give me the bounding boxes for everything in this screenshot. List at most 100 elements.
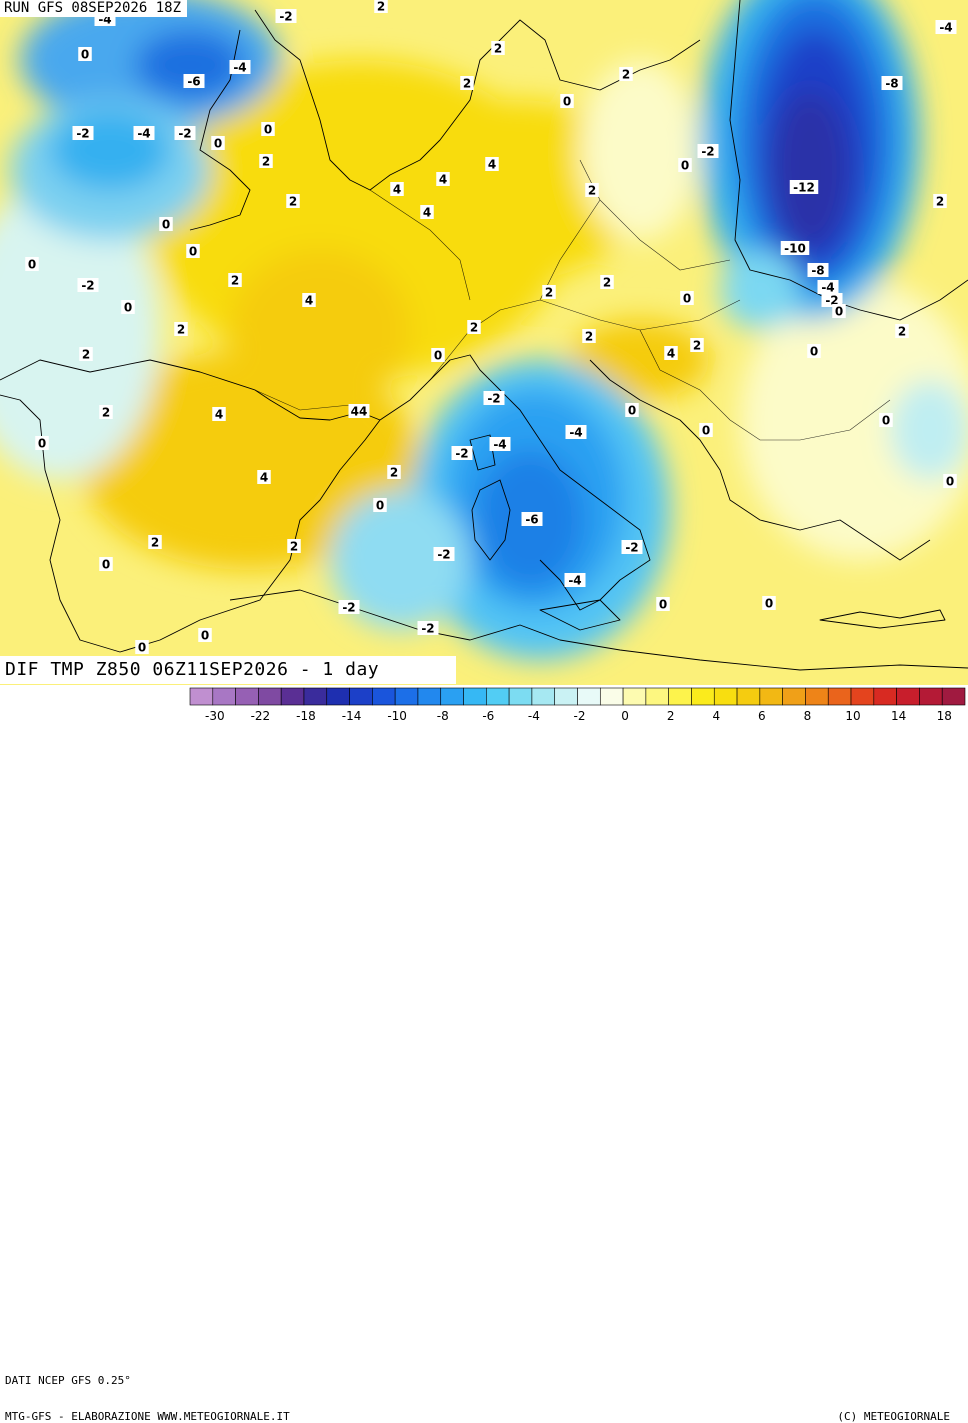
legend-swatch bbox=[668, 687, 692, 706]
credit-left: MTG-GFS - ELABORAZIONE WWW.METEOGIORNALE… bbox=[5, 1410, 290, 1423]
legend-tick: 10 bbox=[845, 709, 860, 723]
legend-tick: -18 bbox=[296, 709, 316, 723]
svg-text:0: 0 bbox=[681, 159, 689, 173]
svg-text:0: 0 bbox=[124, 301, 132, 315]
svg-text:2: 2 bbox=[603, 276, 611, 290]
contour-label: 0 bbox=[25, 257, 39, 272]
contour-label: 2 bbox=[467, 320, 481, 335]
contour-label: -8 bbox=[807, 263, 829, 278]
svg-text:2: 2 bbox=[289, 195, 297, 209]
svg-text:-2: -2 bbox=[701, 145, 714, 159]
svg-text:2: 2 bbox=[588, 184, 596, 198]
svg-text:2: 2 bbox=[377, 0, 385, 14]
legend-swatch bbox=[349, 687, 373, 706]
contour-label: -6 bbox=[521, 512, 543, 527]
contour-label: 0 bbox=[99, 557, 113, 572]
contour-label: 2 bbox=[148, 535, 162, 550]
legend-swatch bbox=[577, 687, 601, 706]
svg-text:0: 0 bbox=[628, 404, 636, 418]
svg-text:2: 2 bbox=[390, 466, 398, 480]
svg-text:4: 4 bbox=[488, 158, 496, 172]
contour-label: 0 bbox=[121, 300, 135, 315]
contour-label: 2 bbox=[259, 154, 273, 169]
contour-label: -2 bbox=[451, 446, 473, 461]
svg-text:0: 0 bbox=[835, 305, 843, 319]
svg-text:0: 0 bbox=[38, 437, 46, 451]
contour-label: 2 bbox=[582, 329, 596, 344]
legend-swatch bbox=[417, 687, 442, 706]
legend-swatch bbox=[326, 687, 350, 706]
svg-text:0: 0 bbox=[434, 349, 442, 363]
svg-text:2: 2 bbox=[262, 155, 270, 169]
contour-label: 0 bbox=[35, 436, 49, 451]
svg-text:2: 2 bbox=[936, 195, 944, 209]
legend-swatch bbox=[759, 687, 783, 706]
legend-swatch bbox=[691, 687, 715, 706]
contour-label: 0 bbox=[373, 498, 387, 513]
svg-text:-10: -10 bbox=[784, 242, 806, 256]
svg-text:2: 2 bbox=[231, 274, 239, 288]
svg-text:-4: -4 bbox=[137, 127, 150, 141]
svg-text:4: 4 bbox=[260, 471, 268, 485]
svg-text:-8: -8 bbox=[885, 77, 898, 91]
svg-text:-4: -4 bbox=[939, 21, 952, 35]
svg-text:-2: -2 bbox=[76, 127, 89, 141]
borders bbox=[254, 159, 891, 441]
contour-label: 0 bbox=[656, 597, 670, 612]
legend-swatch bbox=[440, 687, 464, 706]
legend-swatch bbox=[645, 687, 669, 706]
contour-label: 2 bbox=[174, 322, 188, 337]
contour-label: 0 bbox=[135, 640, 149, 655]
contour-label: 4 bbox=[390, 182, 404, 197]
legend-tick: -10 bbox=[387, 709, 407, 723]
svg-text:0: 0 bbox=[659, 598, 667, 612]
svg-text:2: 2 bbox=[470, 321, 478, 335]
svg-text:-2: -2 bbox=[421, 622, 434, 636]
legend-swatch bbox=[736, 687, 761, 706]
svg-text:4: 4 bbox=[305, 294, 313, 308]
svg-text:2: 2 bbox=[290, 540, 298, 554]
legend-tick: 14 bbox=[891, 709, 906, 723]
svg-text:0: 0 bbox=[563, 95, 571, 109]
legend-ticks: -30-22-18-14-10-8-6-4-2024681014182230 bbox=[205, 709, 952, 723]
legend-swatch bbox=[372, 687, 396, 706]
contour-label: 2 bbox=[619, 67, 633, 82]
legend-swatch bbox=[303, 687, 328, 706]
svg-text:-6: -6 bbox=[525, 513, 538, 527]
svg-text:0: 0 bbox=[264, 123, 272, 137]
svg-text:-4: -4 bbox=[493, 438, 506, 452]
contour-label: 4 bbox=[485, 157, 499, 172]
contour-label: -2 bbox=[275, 9, 297, 24]
contour-label: 44 bbox=[348, 404, 370, 419]
svg-text:-2: -2 bbox=[455, 447, 468, 461]
contour-label: -2 bbox=[72, 126, 94, 141]
contour-label: 2 bbox=[491, 41, 505, 56]
legend-tick: 0 bbox=[621, 709, 629, 723]
contour-label: 0 bbox=[699, 423, 713, 438]
svg-text:0: 0 bbox=[810, 345, 818, 359]
svg-text:-4: -4 bbox=[569, 426, 582, 440]
anomaly-field bbox=[0, 0, 968, 660]
legend-tick: -4 bbox=[528, 709, 540, 723]
contour-label: -10 bbox=[780, 241, 810, 256]
legend-swatch bbox=[805, 687, 829, 706]
contour-label: -2 bbox=[338, 600, 360, 615]
contour-label: 0 bbox=[211, 136, 225, 151]
contour-label: -2 bbox=[417, 621, 439, 636]
legend-swatch bbox=[394, 687, 419, 706]
contour-label: 2 bbox=[542, 285, 556, 300]
svg-text:4: 4 bbox=[667, 347, 675, 361]
legend-tick: -30 bbox=[205, 709, 225, 723]
contour-label: 0 bbox=[762, 596, 776, 611]
contour-label: -2 bbox=[483, 391, 505, 406]
legend-swatch bbox=[235, 687, 259, 706]
contour-label: -4 bbox=[229, 60, 251, 75]
legend-bar bbox=[189, 687, 966, 706]
svg-text:2: 2 bbox=[102, 406, 110, 420]
legend-swatch bbox=[827, 687, 852, 706]
svg-text:0: 0 bbox=[214, 137, 222, 151]
contour-label: 2 bbox=[933, 194, 947, 209]
svg-text:2: 2 bbox=[494, 42, 502, 56]
svg-text:-2: -2 bbox=[81, 279, 94, 293]
svg-text:0: 0 bbox=[162, 218, 170, 232]
